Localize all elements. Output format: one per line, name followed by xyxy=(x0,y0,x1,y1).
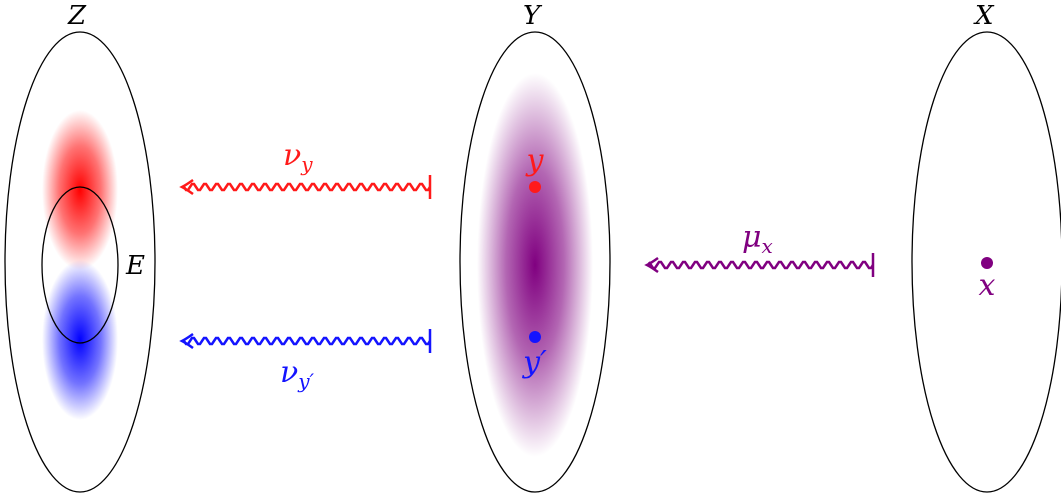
arrow-mu-x: μx xyxy=(644,220,875,277)
subset-e-label: E xyxy=(125,251,145,281)
arrow-mu-x-head xyxy=(644,256,659,274)
set-y-label: Y xyxy=(523,1,543,31)
set-y-boundary xyxy=(459,31,611,493)
set-x-label: X xyxy=(973,1,995,31)
arrow-nu-y-prime: νy′ xyxy=(179,329,432,393)
arrow-nu-y-prime-label: νy′ xyxy=(280,355,315,393)
point-y xyxy=(529,181,541,193)
red-density-blob xyxy=(42,110,118,270)
set-z-label: Z xyxy=(67,1,87,31)
purple-density-blob xyxy=(477,73,593,457)
arrow-nu-y-head xyxy=(179,178,194,196)
set-y: y y′ Y xyxy=(459,1,611,493)
point-x xyxy=(981,257,993,269)
arrow-nu-y-prime-head xyxy=(179,332,194,350)
point-y-prime-label: y′ xyxy=(521,345,547,380)
arrow-nu-y-wave xyxy=(182,182,432,192)
subset-e-boundary xyxy=(41,186,119,344)
point-y-prime xyxy=(529,331,541,343)
arrow-nu-y: νy xyxy=(179,138,432,199)
set-x: x X xyxy=(911,1,1061,493)
point-y-label: y xyxy=(525,143,545,178)
set-x-boundary xyxy=(911,31,1061,493)
arrow-nu-y-prime-wave xyxy=(182,336,432,346)
set-z: E Z xyxy=(4,1,156,493)
set-z-boundary xyxy=(4,31,156,493)
point-x-label: x xyxy=(979,268,996,303)
blue-density-blob xyxy=(42,260,118,420)
arrow-nu-y-label: νy xyxy=(283,138,313,176)
arrow-mu-x-wave xyxy=(647,260,875,270)
arrow-mu-x-label: μx xyxy=(742,220,773,258)
